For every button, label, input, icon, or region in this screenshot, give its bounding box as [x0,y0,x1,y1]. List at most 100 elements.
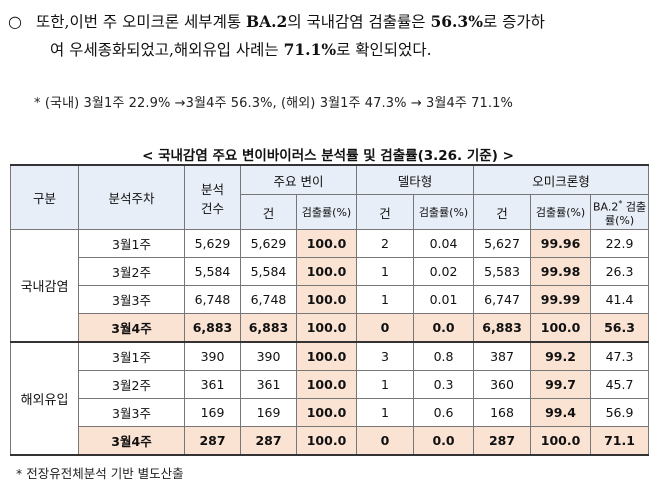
cell-major-count: 361 [240,370,297,399]
cell-ba2-rate: 41.4 [590,285,650,314]
cell-omicron-rate: 99.99 [530,285,592,314]
paragraph-text: 로 확인되었다. [336,41,432,59]
cell-analyzed: 5,584 [184,257,241,286]
cell-major-rate: 100.0 [295,426,358,456]
header-count: 건 [356,194,415,230]
cell-ba2-rate: 56.9 [590,398,650,427]
paragraph-ba2: BA.2 [246,12,288,31]
cell-omicron-count: 6,747 [473,285,532,314]
cell-delta-rate: 0.04 [413,229,475,258]
paragraph-line-1: ○ 또한,이번 주 오미크론 세부계통 BA.2의 국내감염 검출률은 56.3%… [8,8,648,36]
table-caption: < 국내감염 주요 변이바이러스 분석률 및 검출률(3.26. 기준) > [142,148,514,164]
cell-omicron-count: 6,883 [473,313,532,343]
table-row: 국내감염 3월1주 5,629 5,629 100.0 2 0.04 5,627 99.96 22… [10,229,650,343]
cell-week: 3월4주 [78,426,185,456]
cell-delta-count: 1 [356,285,415,314]
header-rate: 검출률(%) [530,194,592,230]
cell-major-rate: 100.0 [295,257,358,286]
cell-analyzed: 6,883 [184,313,241,343]
cell-analyzed: 287 [184,426,241,456]
circle-bullet-icon: ○ [8,12,22,31]
table-row: 3월4주 6,883 6,883 100.0 0 0.0 6,883 100.0 56.3 [11,313,650,343]
paragraph-overseas-rate: 71.1% [283,40,337,59]
cell-week: 3월3주 [78,285,185,314]
cell-delta-count: 1 [356,370,415,399]
paragraph-text: 또한,이번 주 오미크론 세부계통 [36,13,247,31]
cell-major-count: 169 [240,398,297,427]
cell-analyzed: 169 [184,398,241,427]
cell-delta-rate: 0.01 [413,285,475,314]
cell-omicron-count: 387 [473,341,532,371]
cell-omicron-rate: 99.7 [530,370,592,399]
table-row: 3월2주 5,584 5,584 100.0 1 0.02 5,583 99.98 26.3 [11,257,650,286]
cell-omicron-count: 5,627 [473,229,532,258]
cell-ba2-rate: 22.9 [590,229,650,258]
header-omicron: 오미크론형 [473,164,650,195]
paragraph-domestic-rate: 56.3% [430,12,483,31]
table-row: 3월2주 361 361 100.0 1 0.3 360 99.7 45.7 [11,370,650,399]
table-row: 3월3주 6,748 6,748 100.0 1 0.01 6,747 99.99 41.4 [11,285,650,314]
cell-ba2-rate: 26.3 [590,257,650,286]
paragraph-text: 로 증가하 [482,13,545,31]
header-count: 건 [473,194,532,230]
header-rate: 검출률(%) [413,194,475,230]
cell-ba2-rate: 71.1 [590,426,650,456]
cell-major-rate: 100.0 [295,370,358,399]
cell-ba2-rate: 56.3 [590,313,650,343]
cell-delta-count: 2 [356,229,415,258]
group-label: 해외유입 [10,341,79,456]
cell-omicron-count: 287 [473,426,532,456]
cell-omicron-rate: 99.2 [530,341,592,371]
cell-analyzed: 390 [184,341,241,371]
cell-delta-rate: 0.6 [413,398,475,427]
cell-major-rate: 100.0 [295,229,358,258]
cell-ba2-rate: 47.3 [590,341,650,371]
cell-week: 3월2주 [78,257,185,286]
header-major-variant: 주요 변이 [239,164,358,195]
table-row: 해외유입 3월1주 390 390 100.0 3 0.8 387 99.2 47.3 [10,341,650,456]
header-week: 분석주차 [78,164,185,230]
table-row: 3월4주 287 287 100.0 0 0.0 287 100.0 71.1 [11,426,650,456]
cell-major-rate: 100.0 [295,313,358,343]
cell-delta-rate: 0.8 [413,341,475,371]
cell-week: 3월4주 [78,313,185,343]
footnote: * 전장유전체분석 기반 별도산출 [16,466,184,481]
cell-major-count: 287 [240,426,297,456]
paragraph-line-2: 여 우세종화되었고,해외유입 사례는 71.1%로 확인되었다. [8,36,648,64]
cell-major-count: 5,584 [240,257,297,286]
cell-omicron-count: 5,583 [473,257,532,286]
summary-paragraph: ○ 또한,이번 주 오미크론 세부계통 BA.2의 국내감염 검출률은 56.3%… [8,8,648,64]
cell-week: 3월1주 [78,229,185,258]
cell-delta-rate: 0.02 [413,257,475,286]
group-label: 국내감염 [10,229,79,343]
cell-major-count: 6,748 [240,285,297,314]
cell-major-count: 5,629 [240,229,297,258]
cell-major-rate: 100.0 [295,285,358,314]
header-rate: 검출률(%) [295,194,358,230]
cell-week: 3월2주 [78,370,185,399]
table-row: 3월3주 169 169 100.0 1 0.6 168 99.4 56.9 [11,398,650,427]
header-ba2-rate: BA.2* 검출률(%) [590,194,650,230]
cell-major-rate: 100.0 [295,398,358,427]
cell-omicron-rate: 100.0 [530,426,592,456]
cell-week: 3월3주 [78,398,185,427]
cell-delta-count: 1 [356,398,415,427]
variant-table: 구분 분석주차 분석 건수 주요 변이 델타형 오미크론형 건 검출률(%) 건… [10,164,650,456]
cell-omicron-rate: 99.96 [530,229,592,258]
cell-analyzed: 6,748 [184,285,241,314]
cell-delta-count: 0 [356,426,415,456]
paragraph-text: 여 우세종화되었고,해외유입 사례는 [50,41,284,59]
cell-delta-rate: 0.3 [413,370,475,399]
cell-analyzed: 5,629 [184,229,241,258]
header-count: 건 [240,194,297,230]
cell-delta-rate: 0.0 [413,426,475,456]
cell-delta-rate: 0.0 [413,313,475,343]
header-division: 구분 [10,164,79,230]
cell-ba2-rate: 45.7 [590,370,650,399]
cell-omicron-count: 360 [473,370,532,399]
cell-omicron-count: 168 [473,398,532,427]
header-delta: 델타형 [356,164,475,195]
header-analyzed: 분석 건수 [184,164,241,230]
cell-omicron-rate: 99.4 [530,398,592,427]
paragraph-text: 의 국내감염 검출률은 [287,13,431,31]
